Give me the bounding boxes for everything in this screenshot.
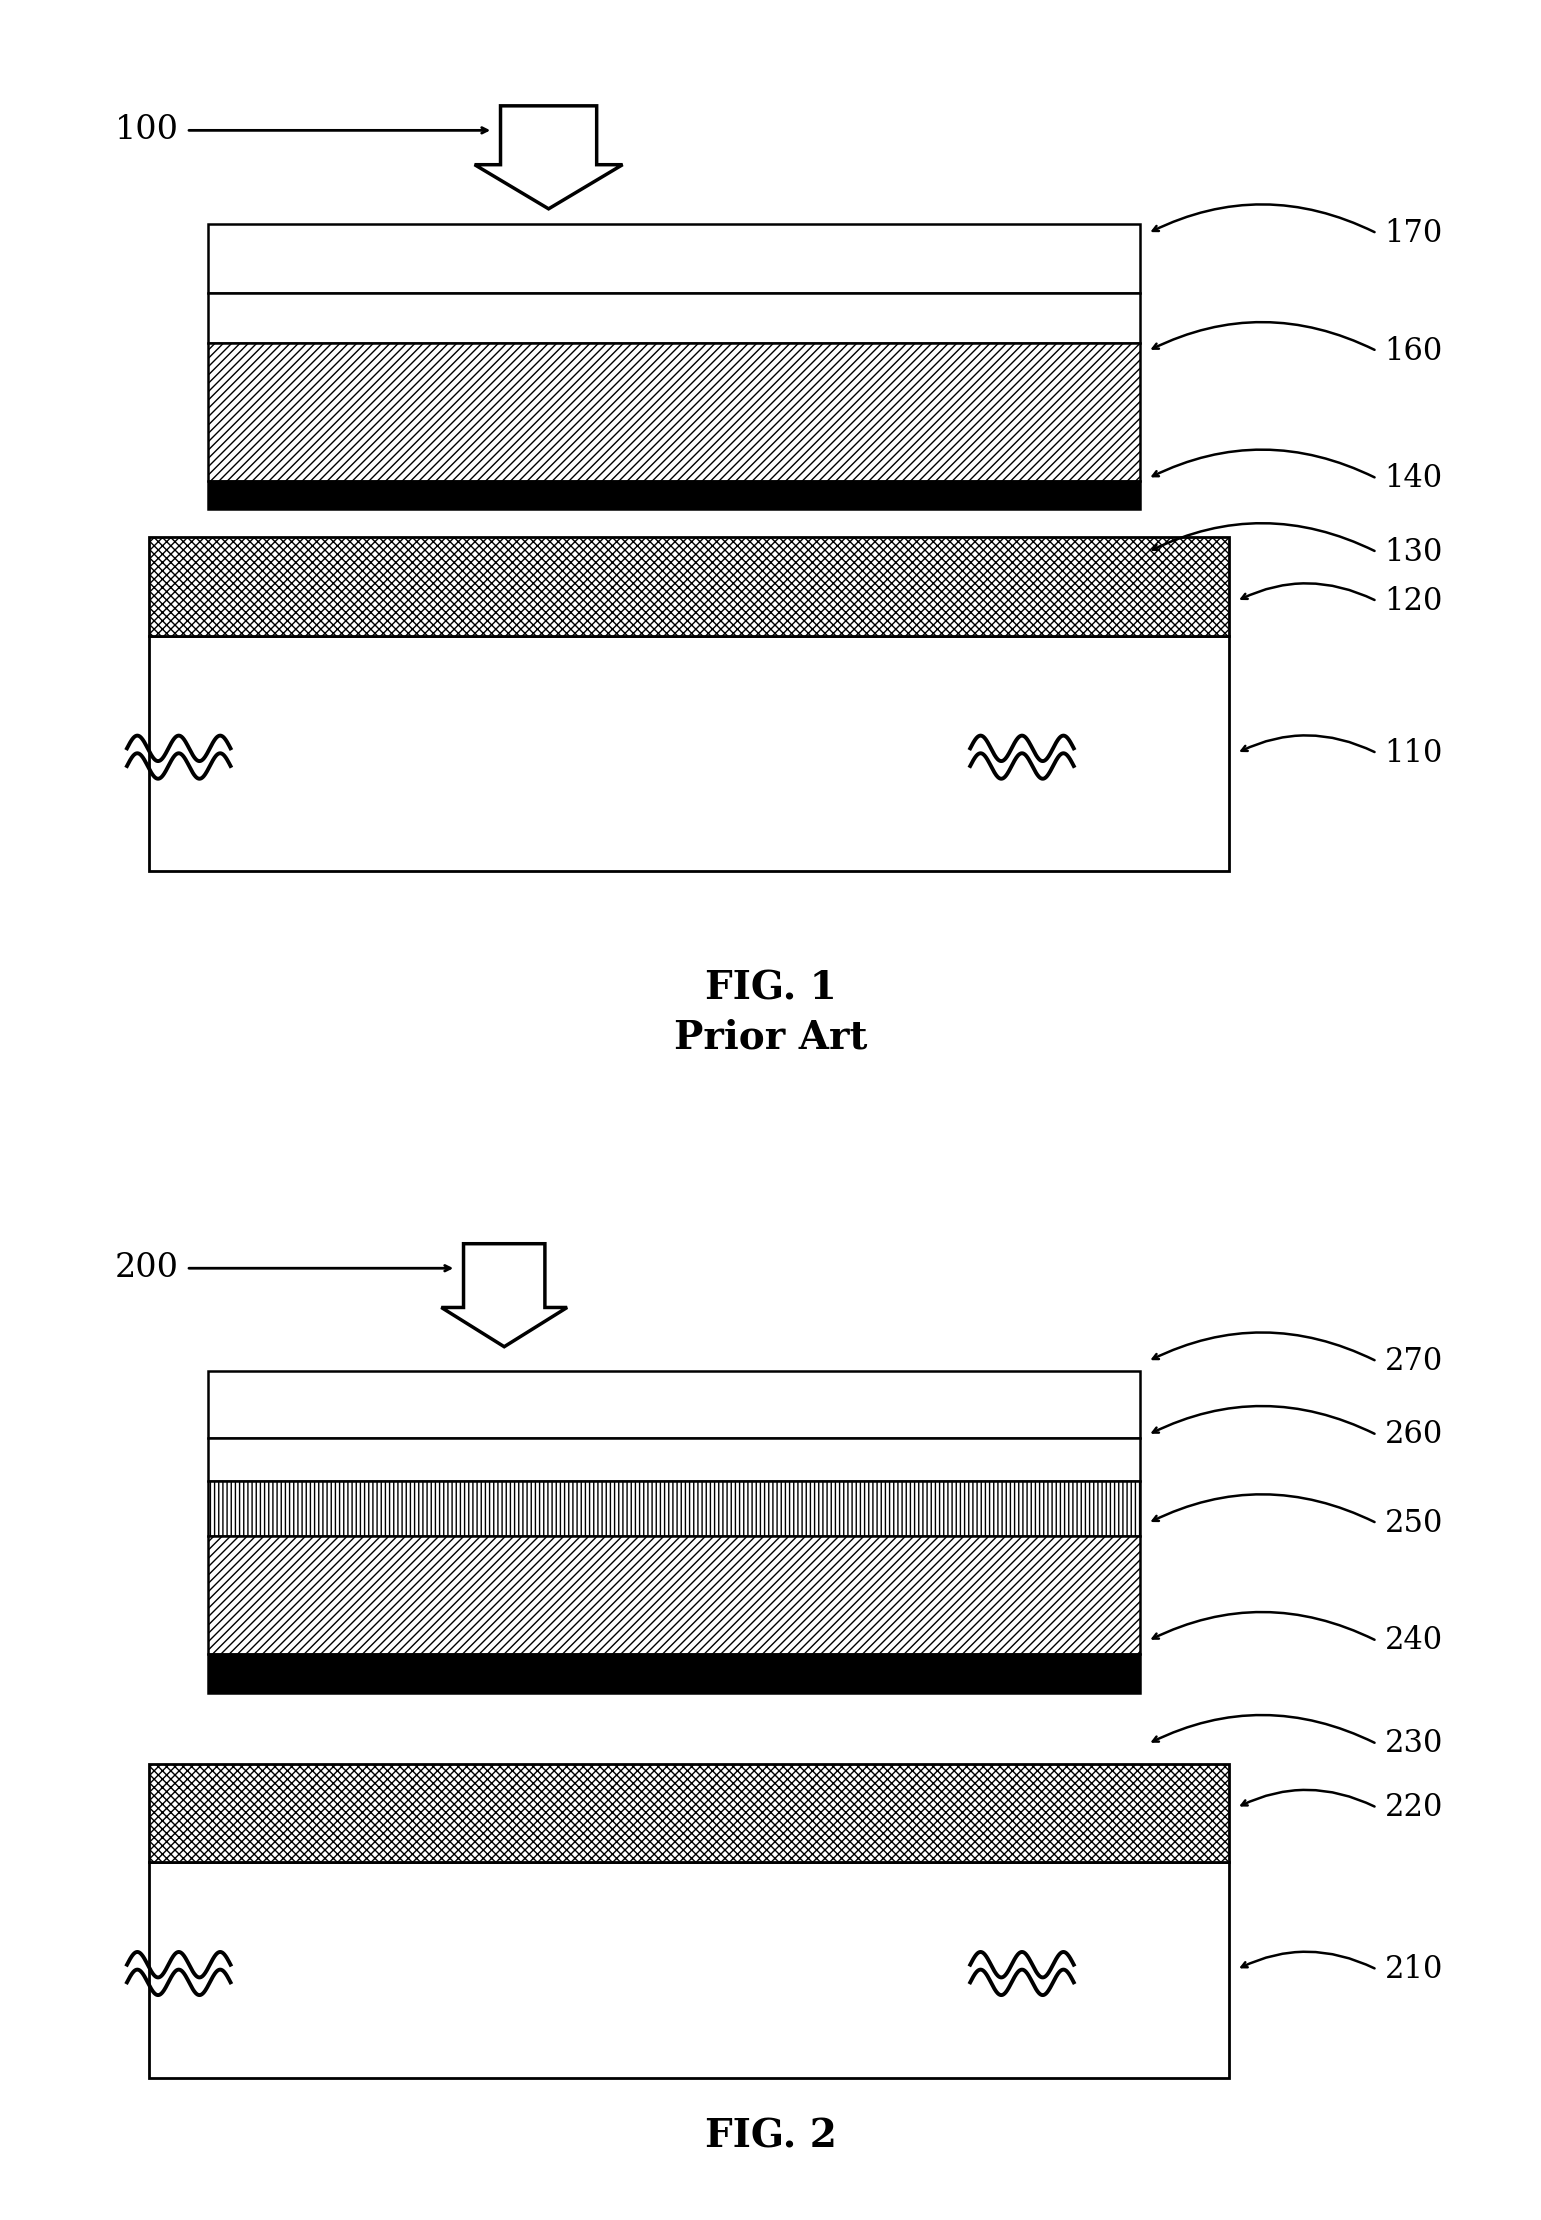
Bar	[208, 1481, 1140, 1536]
Bar	[208, 482, 1140, 508]
Text: 120: 120	[1384, 586, 1442, 617]
Bar	[149, 635, 1230, 870]
Bar	[208, 342, 1140, 482]
Bar	[208, 293, 1140, 342]
Bar	[208, 224, 1140, 293]
Text: Prior Art: Prior Art	[673, 1019, 868, 1057]
Text: 270: 270	[1384, 1345, 1442, 1376]
Polygon shape	[441, 1243, 567, 1348]
Text: 130: 130	[1384, 537, 1442, 568]
Text: FIG. 1: FIG. 1	[704, 970, 837, 1008]
Text: 160: 160	[1384, 335, 1442, 366]
Bar	[208, 1372, 1140, 1439]
Text: 240: 240	[1384, 1625, 1442, 1656]
Text: 110: 110	[1384, 737, 1442, 768]
Text: 100: 100	[114, 115, 179, 147]
Text: 170: 170	[1384, 218, 1442, 249]
Text: FIG. 2: FIG. 2	[704, 2118, 837, 2156]
Bar	[208, 1536, 1140, 1654]
Bar	[149, 1863, 1230, 2078]
Text: 220: 220	[1384, 1792, 1442, 1823]
Bar	[149, 537, 1230, 635]
Text: 210: 210	[1384, 1954, 1442, 1985]
Text: 200: 200	[114, 1252, 179, 1283]
Bar	[208, 1439, 1140, 1481]
Text: 250: 250	[1384, 1507, 1442, 1538]
Text: 260: 260	[1384, 1419, 1442, 1450]
Text: 230: 230	[1384, 1729, 1442, 1760]
Polygon shape	[475, 107, 623, 209]
Text: 140: 140	[1384, 464, 1442, 495]
Bar	[149, 1763, 1230, 1863]
Bar	[208, 1654, 1140, 1694]
